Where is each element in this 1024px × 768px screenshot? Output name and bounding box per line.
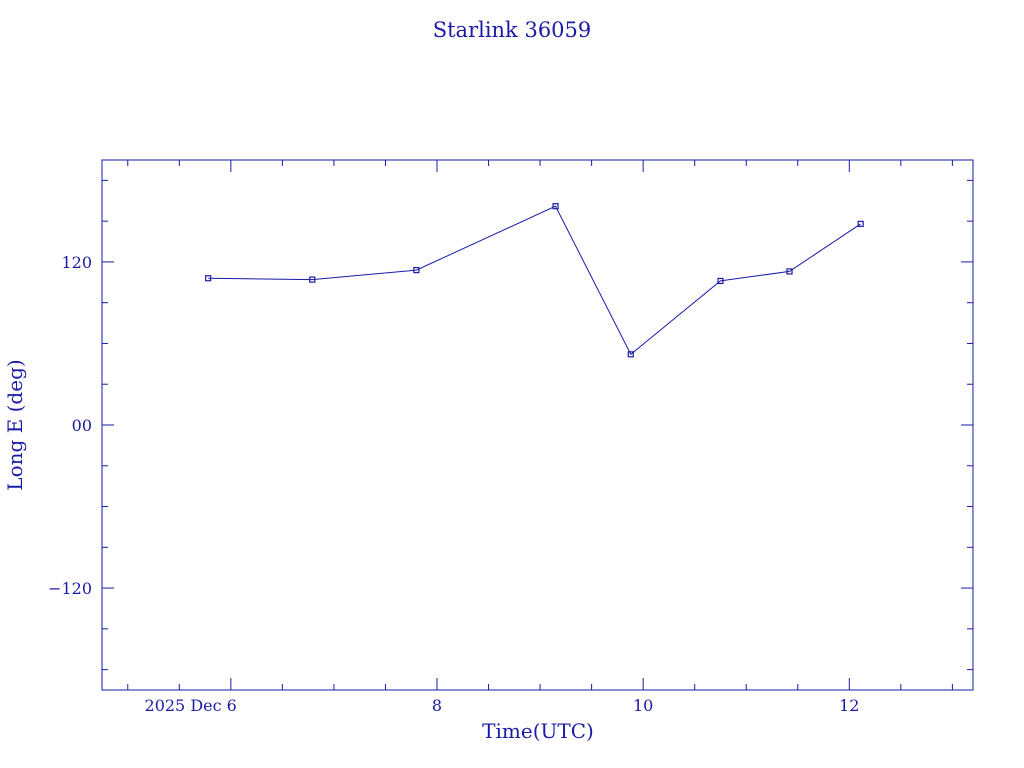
- data-point: [627, 351, 634, 358]
- data-point: [309, 276, 316, 283]
- x-tick-label: 2025 Dec 6: [145, 696, 237, 715]
- data-point: [552, 203, 559, 210]
- x-axis-label: Time(UTC): [482, 719, 594, 743]
- chart-title: Starlink 36059: [433, 18, 592, 42]
- y-minor-ticks: [102, 179, 973, 671]
- data-point: [717, 277, 724, 285]
- y-major-ticks: [102, 261, 973, 589]
- x-major-ticks: [230, 160, 850, 690]
- data-point: [857, 220, 864, 227]
- series-line: [208, 205, 861, 356]
- data-point: [205, 275, 212, 282]
- y-tick-label: 00: [72, 416, 92, 435]
- y-tick-labels: 120 00 −120: [48, 253, 92, 598]
- series-longitude: [205, 203, 864, 358]
- x-tick-label: 10: [633, 696, 653, 715]
- y-tick-label: −120: [48, 579, 92, 598]
- data-point: [413, 266, 420, 274]
- y-axis-label: Long E (deg): [3, 359, 27, 490]
- y-tick-label: 120: [61, 253, 92, 272]
- data-point: [786, 268, 793, 275]
- x-tick-labels: 2025 Dec 6 8 10 12: [145, 696, 860, 715]
- x-tick-label: 8: [432, 696, 442, 715]
- plot-frame: [101, 159, 974, 691]
- x-minor-ticks: [127, 160, 953, 690]
- x-tick-label: 12: [839, 696, 859, 715]
